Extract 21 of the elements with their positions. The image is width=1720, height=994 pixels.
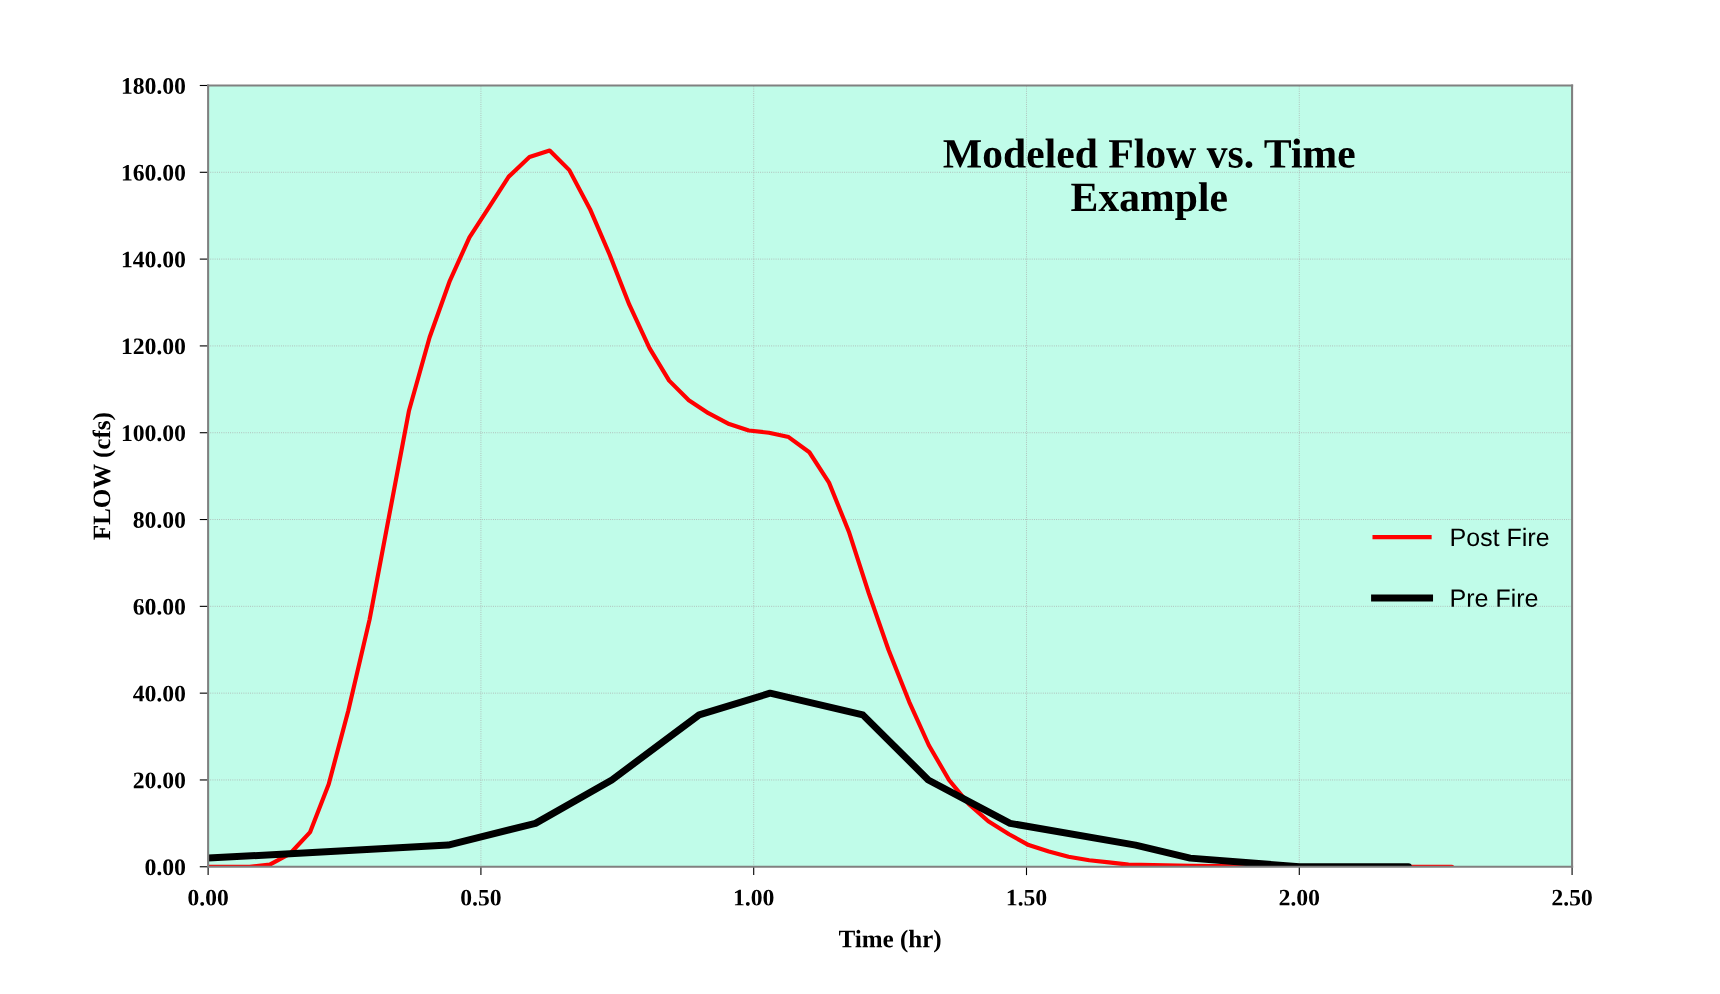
- x-axis-title: Time (hr): [838, 929, 941, 953]
- legend-label: Post Fire: [1451, 527, 1549, 547]
- x-tick-label: 2.50: [1552, 889, 1592, 906]
- x-tick-label: 1.50: [1007, 889, 1047, 906]
- y-tick-label: 40.00: [133, 685, 185, 702]
- y-tick-label: 60.00: [133, 598, 185, 615]
- y-tick-label: 20.00: [133, 772, 185, 789]
- y-tick-label: 0.00: [145, 859, 185, 876]
- x-tick-label: 0.50: [461, 889, 501, 906]
- y-tick-label: 120.00: [122, 338, 185, 355]
- y-tick-label: 160.00: [122, 164, 185, 181]
- x-tick-label: 1.00: [734, 889, 774, 906]
- y-tick-label: 80.00: [133, 512, 185, 529]
- y-tick-label: 180.00: [122, 77, 185, 95]
- legend-label: Pre Fire: [1451, 588, 1538, 607]
- text: Modeled Flow vs. Time Example: [943, 138, 1355, 220]
- y-tick-label: 100.00: [122, 425, 185, 442]
- y-tick-label: 140.00: [122, 251, 185, 268]
- y-axis-title: FLOW (cfs): [92, 413, 116, 540]
- x-tick-label: 2.00: [1279, 889, 1320, 906]
- x-tick-label: 0.00: [188, 889, 228, 906]
